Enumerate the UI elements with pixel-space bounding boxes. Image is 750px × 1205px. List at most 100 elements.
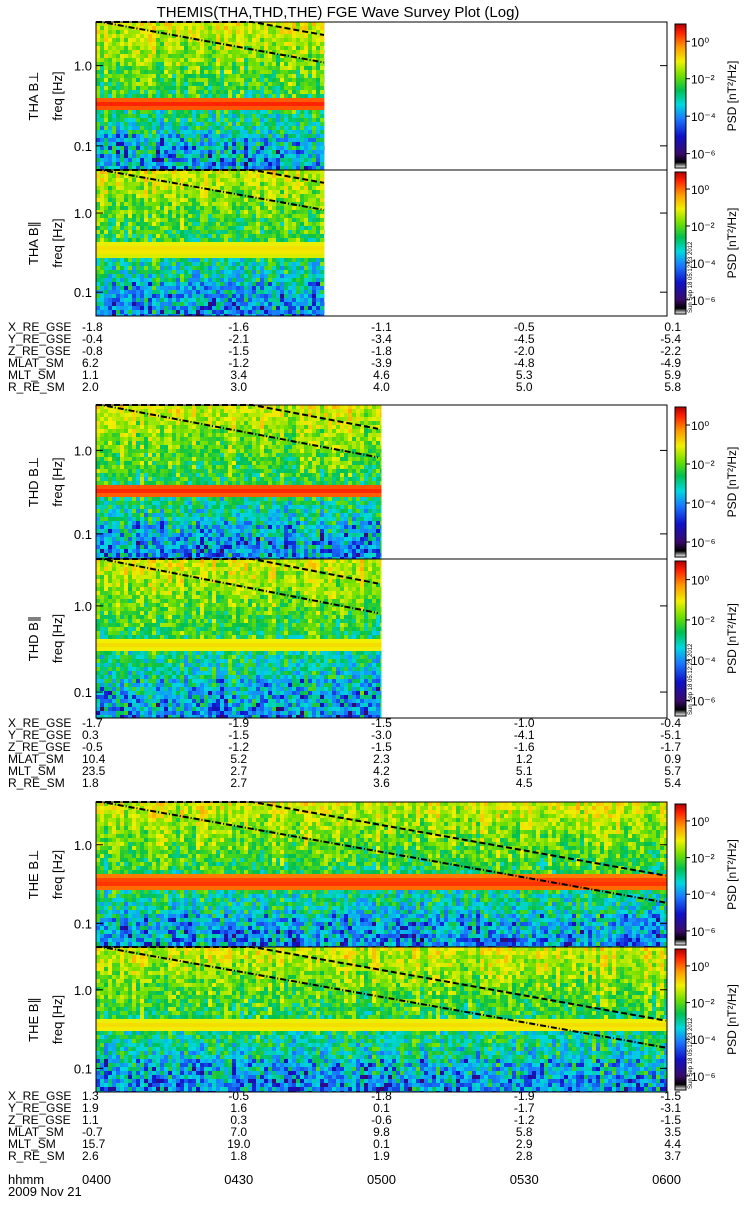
colorbar-tick-label: 10⁻⁶ <box>691 294 716 308</box>
time-tick-label: 0430 <box>224 1172 253 1187</box>
time-tick-label: 0530 <box>510 1172 539 1187</box>
y-tick-label: 1.0 <box>74 206 92 221</box>
y-tick-label: 0.1 <box>74 1061 92 1076</box>
colorbar-tick-label: 10⁻² <box>691 614 715 628</box>
colorbar-tick-label: 10⁻⁴ <box>691 497 716 511</box>
spectrogram-panel-thd-bperp: 1.0 0.1 THD B⊥ freq [Hz] 10⁰ 10⁻² 10⁻⁴ 10⁻⁶ PSD … <box>26 405 739 559</box>
colorbar-tick-label: 10⁻⁶ <box>691 695 716 709</box>
panel-label: THA B∥ <box>26 221 41 265</box>
colorbar-tick-label: 10⁻⁴ <box>691 1033 716 1047</box>
colorbar-tick-label: 10⁻⁴ <box>691 888 716 902</box>
ephemeris-value: 1.8 <box>82 776 99 790</box>
ephemeris-value: 4.5 <box>516 776 533 790</box>
panel-label: THE B⊥ <box>26 850 41 900</box>
colorbar-tick-label: 10⁻² <box>691 220 715 234</box>
colorbar: 10⁰ 10⁻² 10⁻⁴ 10⁻⁶ PSD [nT²/Hz] <box>675 949 739 1090</box>
colorbar-label: PSD [nT²/Hz] <box>725 447 739 518</box>
time-tick-label: 0400 <box>82 1172 111 1187</box>
colorbar-tick-label: 10⁰ <box>691 815 709 829</box>
colorbar: 10⁰ 10⁻² 10⁻⁴ 10⁻⁶ PSD [nT²/Hz] <box>675 24 739 168</box>
colorbar-label: PSD [nT²/Hz] <box>725 984 739 1055</box>
colorbar-label: PSD [nT²/Hz] <box>725 839 739 910</box>
colorbar-tick-label: 10⁻⁶ <box>691 925 716 939</box>
heatmap-cells <box>96 405 382 559</box>
colorbar-tick-label: 10⁻⁶ <box>691 148 716 162</box>
y-tick-label: 1.0 <box>74 59 92 74</box>
panel-label: THA B⊥ <box>26 72 41 121</box>
timestamp-stamp: Sun Sep 18 05:12:23 2012 <box>688 643 694 715</box>
heatmap-cells <box>96 559 382 718</box>
colorbar-tick-label: 10⁻² <box>691 997 715 1011</box>
colorbar-tick-label: 10⁻⁶ <box>691 536 716 550</box>
colorbar-tick-label: 10⁰ <box>691 419 709 433</box>
ephemeris-value: 2.7 <box>230 776 247 790</box>
colorbar-tick-label: 10⁻⁴ <box>691 257 716 271</box>
colorbar: 10⁰ 10⁻² 10⁻⁴ 10⁻⁶ PSD [nT²/Hz] <box>675 561 739 716</box>
y-axis-label: freq [Hz] <box>50 71 65 120</box>
date-label: 2009 Nov 21 <box>8 1184 82 1199</box>
ephemeris-value: 2.0 <box>82 380 99 394</box>
colorbar-tick-label: 10⁻² <box>691 73 715 87</box>
colorbar-tick-label: 10⁻² <box>691 852 715 866</box>
ephemeris-value: 3.0 <box>230 380 247 394</box>
y-tick-label: 0.1 <box>74 685 92 700</box>
heatmap-cells <box>96 947 667 1092</box>
heatmap-cells <box>96 170 324 316</box>
y-tick-label: 1.0 <box>74 443 92 458</box>
colorbar-tick-label: 10⁻⁶ <box>691 1070 716 1084</box>
y-axis-label: freq [Hz] <box>50 218 65 267</box>
colorbar-tick-label: 10⁻⁴ <box>691 110 716 124</box>
spectrogram-panel-the-bpar: 1.0 0.1 THE B∥ freq [Hz] 10⁰ 10⁻² 10⁻⁴ 10⁻⁶ PSD … <box>26 947 739 1092</box>
ephemeris-value: 1.9 <box>373 1149 390 1163</box>
y-axis-label: freq [Hz] <box>50 995 65 1044</box>
colorbar-tick-label: 10⁰ <box>691 574 709 588</box>
y-tick-label: 0.1 <box>74 139 92 154</box>
ephemeris-value: 5.8 <box>664 380 681 394</box>
colorbar-tick-label: 10⁰ <box>691 35 709 49</box>
ephemeris-value: 3.7 <box>664 1149 681 1163</box>
panel-label: THE B∥ <box>26 997 41 1042</box>
spectrogram-panel-thd-bpar: 1.0 0.1 THD B∥ freq [Hz] 10⁰ 10⁻² 10⁻⁴ 10⁻⁶ PSD … <box>26 559 739 718</box>
colorbar-tick-label: 10⁻⁴ <box>691 654 716 668</box>
colorbar-label: PSD [nT²/Hz] <box>725 208 739 279</box>
colorbar: 10⁰ 10⁻² 10⁻⁴ 10⁻⁶ PSD [nT²/Hz] <box>675 804 739 945</box>
panel-label: THD B∥ <box>26 616 41 662</box>
ephemeris-value: 1.8 <box>230 1149 247 1163</box>
colorbar-label: PSD [nT²/Hz] <box>725 61 739 132</box>
y-tick-label: 1.0 <box>74 599 92 614</box>
panel-label: THD B⊥ <box>26 457 41 507</box>
ephemeris-value: 4.0 <box>373 380 390 394</box>
ephemeris-row-label: R_RE_SM <box>8 380 65 394</box>
y-tick-label: 1.0 <box>74 983 92 998</box>
heatmap-cells <box>96 22 324 170</box>
timestamp-stamp: Sun Sep 18 05:12:23 2012 <box>688 1017 694 1089</box>
y-tick-label: 0.1 <box>74 527 92 542</box>
spectrogram-panel-tha-bperp: 1.0 0.1 THA B⊥ freq [Hz] 10⁰ 10⁻² 10⁻⁴ 10⁻⁶ PSD … <box>26 22 739 170</box>
y-axis-label: freq [Hz] <box>50 457 65 506</box>
ephemeris-value: 5.4 <box>664 776 681 790</box>
colorbar-tick-label: 10⁰ <box>691 960 709 974</box>
ephemeris-value: 2.6 <box>82 1149 99 1163</box>
heatmap-cells <box>96 802 667 947</box>
y-tick-label: 1.0 <box>74 838 92 853</box>
ephemeris-row-label: R_RE_SM <box>8 776 65 790</box>
colorbar-label: PSD [nT²/Hz] <box>725 603 739 674</box>
ephemeris-value: 3.6 <box>373 776 390 790</box>
time-tick-label: 0600 <box>652 1172 681 1187</box>
ephemeris-value: 5.0 <box>516 380 533 394</box>
timestamp-stamp: Sun Sep 18 05:12:23 2012 <box>688 241 694 313</box>
time-tick-label: 0500 <box>367 1172 396 1187</box>
colorbar: 10⁰ 10⁻² 10⁻⁴ 10⁻⁶ PSD [nT²/Hz] <box>675 407 739 557</box>
y-axis-label: freq [Hz] <box>50 614 65 663</box>
y-tick-label: 0.1 <box>74 916 92 931</box>
colorbar-tick-label: 10⁻² <box>691 458 715 472</box>
y-tick-label: 0.1 <box>74 285 92 300</box>
